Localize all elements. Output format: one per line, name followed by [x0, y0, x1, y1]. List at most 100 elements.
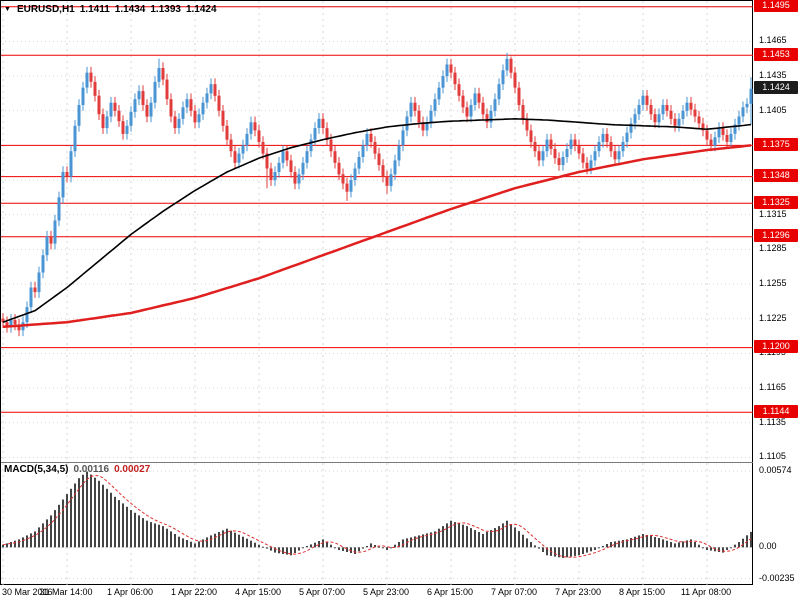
candle-body [365, 133, 369, 146]
candle-body [473, 93, 477, 105]
macd-histogram-bar [650, 536, 652, 548]
candle-body [401, 130, 405, 146]
macd-histogram-bar [198, 541, 200, 548]
candle-body [417, 110, 421, 123]
macd-histogram-bar [454, 522, 456, 548]
price-tick-label: 1.1255 [759, 278, 787, 289]
macd-histogram-bar [446, 523, 448, 548]
macd-histogram-bar [214, 533, 216, 548]
candle-body [97, 95, 101, 115]
macd-histogram-bar [542, 547, 544, 552]
macd-histogram-bar [610, 542, 612, 548]
macd-chart-canvas[interactable] [1, 463, 753, 585]
slow-ma-line[interactable] [2, 144, 752, 329]
candle-body [181, 107, 185, 119]
macd-histogram-bar [50, 515, 52, 548]
candle-body [273, 172, 277, 181]
candle-body [257, 130, 261, 142]
candle-body [173, 116, 177, 129]
time-axis[interactable]: 30 Mar 2016 31 Mar 14:00 1 Apr 06:00 1 Apr … [0, 586, 753, 600]
candle-body [285, 151, 289, 161]
price-tick-label: 1.1135 [759, 416, 786, 427]
candle-body [93, 81, 97, 96]
candle-body [369, 133, 373, 142]
candle-body [705, 130, 709, 140]
candle-body [541, 151, 545, 161]
candle-body [269, 168, 273, 181]
macd-histogram-bar [390, 547, 392, 549]
price-chart-svg [1, 1, 753, 462]
candle-body [713, 137, 717, 146]
time-label: 5 Apr 23:00 [362, 587, 410, 597]
macd-histogram-bar [178, 536, 180, 548]
candle-body [157, 68, 161, 82]
current-price-label: 1.1424 [754, 81, 798, 95]
candle-body [249, 122, 253, 134]
macd-histogram-bar [74, 483, 76, 548]
level-price-label: 1.1200 [754, 340, 798, 354]
macd-histogram-bar [738, 542, 740, 548]
level-price-label: 1.1325 [754, 195, 798, 209]
price-chart-canvas[interactable] [1, 1, 753, 462]
candle-body [617, 151, 621, 160]
candle-body [577, 145, 581, 154]
macd-histogram-bar [342, 547, 344, 551]
macd-histogram-bar [546, 547, 548, 556]
macd-histogram-bar [14, 540, 16, 548]
macd-histogram-bar [258, 544, 260, 548]
macd-histogram-bar [630, 538, 632, 548]
candle-body [113, 102, 117, 111]
macd-histogram-bar [426, 533, 428, 548]
candle-body [677, 118, 681, 126]
candle-body [485, 114, 489, 123]
candle-body [397, 145, 401, 161]
candle-body [293, 172, 297, 184]
candle-body [221, 110, 225, 126]
candle-body [25, 307, 29, 323]
candle-body [89, 72, 93, 82]
candle-body [329, 139, 333, 152]
candle-body [45, 236, 49, 256]
macd-histogram-bar [478, 532, 480, 548]
macd-histogram-bar [562, 547, 564, 558]
candle-body [137, 91, 141, 100]
candle-body [681, 110, 685, 119]
candle-body [513, 72, 517, 88]
candle-body [433, 99, 437, 111]
macd-histogram-bar [34, 531, 36, 548]
macd-histogram-bar [218, 532, 220, 548]
macd-histogram-bar [498, 526, 500, 548]
fast-ma-line[interactable] [2, 117, 752, 323]
candle-body [281, 151, 285, 163]
price-tick-label: 1.1315 [759, 208, 787, 219]
macd-histogram-bar [634, 536, 636, 548]
candle-body [297, 174, 301, 184]
macd-histogram-bar [142, 518, 144, 548]
macd-signal-value: 0.00027 [114, 464, 151, 475]
symbol-dropdown-triangle-icon[interactable]: ▼ [4, 5, 11, 13]
macd-histogram-bar [262, 546, 264, 548]
candle-body [57, 197, 61, 221]
candle-body [69, 151, 73, 177]
candle-body [537, 151, 541, 161]
candle-body [585, 162, 589, 169]
macd-histogram-bar [470, 528, 472, 548]
candle-body [529, 130, 533, 142]
price-axis[interactable]: 1.14951.14651.14351.14051.13751.13451.13… [753, 0, 800, 586]
candle-body [693, 109, 697, 117]
candle-body [133, 99, 137, 112]
macd-histogram-bar [698, 544, 700, 548]
macd-histogram-bar [66, 494, 68, 548]
candle-body [669, 110, 673, 119]
candle-body [325, 128, 329, 140]
macd-histogram-bar [666, 540, 668, 548]
macd-histogram-bar [206, 537, 208, 548]
macd-histogram-bar [742, 538, 744, 548]
candle-body [121, 121, 125, 134]
macd-histogram-bar [646, 535, 648, 548]
candle-body [141, 91, 145, 105]
candle-body [673, 118, 677, 126]
candle-body [593, 151, 597, 161]
candle-body [17, 324, 21, 331]
macd-histogram-bar [270, 547, 272, 551]
